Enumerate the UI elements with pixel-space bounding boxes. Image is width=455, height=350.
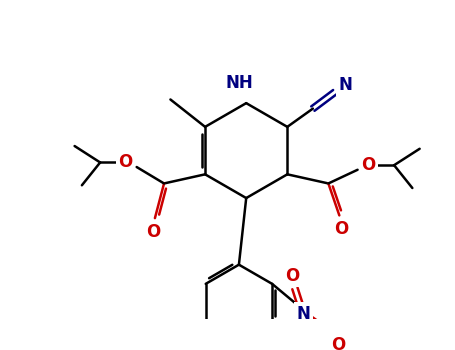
Text: O: O (146, 223, 160, 241)
Text: O: O (332, 336, 346, 350)
Text: O: O (334, 220, 348, 238)
Text: O: O (285, 267, 299, 285)
Text: O: O (119, 153, 133, 172)
Text: N: N (339, 76, 353, 94)
Text: N: N (296, 305, 310, 323)
Text: NH: NH (225, 74, 253, 92)
Text: O: O (361, 156, 376, 174)
